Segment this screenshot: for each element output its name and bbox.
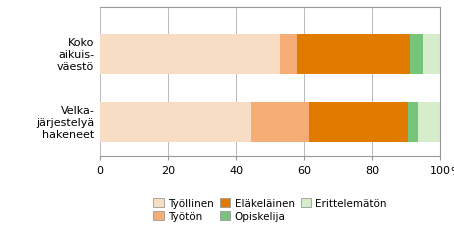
Bar [410, 35, 424, 75]
Bar [100, 35, 281, 75]
Bar [408, 103, 418, 142]
Bar [100, 103, 251, 142]
Bar [281, 35, 297, 75]
Bar [418, 103, 440, 142]
Text: %: % [451, 166, 454, 176]
Legend: Työllinen, Työtön, Eläkeläinen, Opiskelija, Erittelemätön: Työllinen, Työtön, Eläkeläinen, Opiskeli… [149, 194, 391, 226]
Bar [297, 35, 410, 75]
Bar [424, 35, 440, 75]
Bar [251, 103, 309, 142]
Bar [309, 103, 408, 142]
